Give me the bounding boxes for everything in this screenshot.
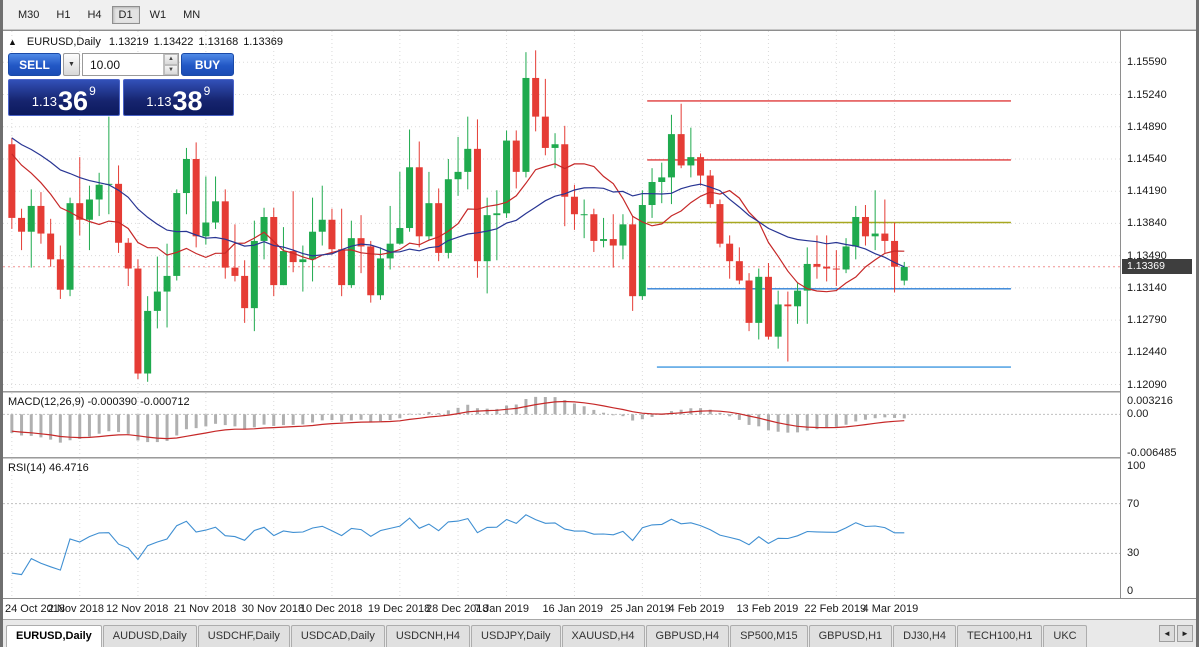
bid-price-prefix: 1.13 (31, 94, 58, 109)
chart-tabs: EURUSD,Daily AUDUSD,Daily USDCHF,Daily USDC… (3, 620, 1125, 647)
macd-tick-label: 0.00 (1127, 408, 1149, 421)
date-tick-label: 19 Dec 2018 (367, 603, 431, 615)
rsi-tick-label: 70 (1127, 497, 1140, 510)
timeframe-button-m30[interactable]: M30 (11, 6, 46, 24)
chart-window[interactable]: ▲ EURUSD,Daily 1.13219 1.13422 1.13168 1.1336… (3, 30, 1196, 619)
bid-price-pip-digit: 9 (89, 84, 96, 98)
current-price-badge: 1.13369 (1122, 259, 1192, 275)
price-tick-label: 1.13840 (1127, 217, 1167, 230)
macd-tick-label: 0.003216 (1127, 395, 1173, 407)
volume-spinner: ▲ ▼ (163, 54, 178, 75)
price-tick-label: 1.15240 (1127, 88, 1167, 101)
timeframe-button-h4[interactable]: H4 (80, 6, 108, 24)
chart-tab-bar: EURUSD,Daily AUDUSD,Daily USDCHF,Daily USDC… (3, 619, 1196, 647)
chart-tab-dj30-h4[interactable]: DJ30,H4 (893, 625, 956, 647)
date-tick-label: 2 Nov 2018 (47, 603, 105, 615)
tab-scroll-right-button[interactable]: ► (1177, 625, 1193, 642)
chart-tab-gbpusd-h4[interactable]: GBPUSD,H4 (645, 625, 730, 647)
sell-price-display[interactable]: 1.13 36 9 (8, 79, 120, 116)
chart-tab-usdchf-daily[interactable]: USDCHF,Daily (197, 625, 290, 647)
chart-tab-ukc[interactable]: UKC (1043, 625, 1087, 647)
date-tick-label: 12 Nov 2018 (105, 603, 169, 615)
buy-button[interactable]: BUY (181, 53, 234, 76)
rsi-tick-label: 0 (1127, 584, 1134, 597)
date-tick-label: 4 Mar 2019 (862, 603, 919, 615)
sell-button[interactable]: SELL (8, 53, 61, 76)
date-tick-label: 30 Nov 2018 (241, 603, 305, 615)
tab-scroll-controls: ◄ ► (1159, 625, 1193, 642)
chevron-down-icon: ▼ (68, 61, 75, 68)
chart-tab-gbpusd-h1[interactable]: GBPUSD,H1 (808, 625, 893, 647)
collapse-trade-panel-icon[interactable]: ▲ (8, 37, 17, 47)
timeframe-button-h1[interactable]: H1 (49, 6, 77, 24)
date-tick-label: 28 Dec 2018 (426, 603, 489, 615)
chart-symbol-label: EURUSD,Daily (26, 36, 101, 48)
chart-tab-xauusd-h4[interactable]: XAUUSD,H4 (561, 625, 645, 647)
rsi-tick-label: 100 (1127, 460, 1146, 473)
date-axis: 24 Oct 2018 2 Nov 2018 12 Nov 2018 21 Nov 2… (3, 598, 1196, 619)
price-axis: 1.13369 1.15590 1.15240 1.14890 1.14540 1.14… (1120, 31, 1196, 598)
chart-tab-usdcad-daily[interactable]: USDCAD,Daily (290, 625, 385, 647)
chart-title-ohlc-label: ▲ EURUSD,Daily 1.13219 1.13422 1.13168 1.1336… (8, 36, 288, 48)
spinner-up-icon[interactable]: ▲ (164, 54, 178, 65)
price-tick-label: 1.14190 (1127, 185, 1167, 198)
price-tick-label: 1.12790 (1127, 314, 1167, 327)
price-tick-label: 1.15590 (1127, 56, 1167, 69)
macd-indicator-label: MACD(12,26,9) -0.000390 -0.000712 (8, 396, 190, 408)
macd-indicator-chart[interactable] (3, 393, 1120, 457)
date-tick-label: 16 Jan 2019 (542, 603, 603, 615)
chart-tab-usdjpy-daily[interactable]: USDJPY,Daily (471, 625, 561, 647)
volume-dropdown-button[interactable]: ▼ (63, 53, 80, 76)
price-tick-label: 1.14890 (1127, 120, 1167, 133)
price-tick-label: 1.14540 (1127, 152, 1167, 165)
volume-field[interactable]: 10.00 ▲ ▼ (82, 53, 179, 76)
ask-price-prefix: 1.13 (146, 94, 172, 109)
ohlc-high-value: 1.13422 (153, 36, 194, 48)
timeframe-button-d1[interactable]: D1 (111, 5, 140, 24)
bid-price-big-digits: 36 (58, 85, 89, 116)
arrow-right-icon: ► (1181, 629, 1189, 638)
price-chart[interactable] (3, 31, 1120, 391)
chart-tab-eurusd-daily[interactable]: EURUSD,Daily (6, 625, 102, 647)
panel-splitter[interactable] (3, 457, 1196, 459)
rsi-indicator-label: RSI(14) 46.4716 (8, 462, 89, 474)
timeframe-button-mn[interactable]: MN (176, 6, 207, 24)
rsi-tick-label: 30 (1127, 547, 1140, 560)
ask-price-pip-digit: 9 (203, 84, 211, 98)
ask-price-big-digits: 38 (172, 85, 203, 116)
date-tick-label: 10 Dec 2018 (299, 603, 363, 615)
date-tick-label: 25 Jan 2019 (610, 603, 671, 615)
tab-scroll-left-button[interactable]: ◄ (1159, 625, 1175, 642)
date-tick-label: 7 Jan 2019 (474, 603, 529, 615)
panel-splitter[interactable] (3, 391, 1196, 393)
rsi-indicator-chart[interactable] (3, 459, 1120, 598)
chart-tab-usdcnh-h4[interactable]: USDCNH,H4 (385, 625, 471, 647)
price-tick-label: 1.13140 (1127, 281, 1167, 294)
timeframe-toolbar: M30 H1 H4 D1 W1 MN (3, 0, 1196, 30)
volume-value: 10.00 (90, 57, 121, 72)
date-tick-label: 22 Feb 2019 (804, 603, 867, 615)
ohlc-close-value: 1.13369 (243, 36, 283, 48)
price-tick-label: 1.12440 (1127, 346, 1167, 359)
spinner-down-icon[interactable]: ▼ (164, 64, 178, 75)
price-tick-label: 1.12090 (1127, 378, 1167, 391)
date-tick-label: 4 Feb 2019 (668, 603, 725, 615)
buy-price-display[interactable]: 1.13 38 9 (122, 79, 234, 116)
macd-tick-label: -0.006485 (1127, 446, 1177, 459)
chart-tab-tech100-h1[interactable]: TECH100,H1 (956, 625, 1043, 647)
ohlc-low-value: 1.13168 (198, 36, 239, 48)
timeframe-button-w1[interactable]: W1 (143, 6, 174, 24)
chart-tab-sp500-m15[interactable]: SP500,M15 (730, 625, 808, 647)
date-tick-label: 21 Nov 2018 (173, 603, 237, 615)
date-tick-label: 13 Feb 2019 (736, 603, 799, 615)
chart-tab-audusd-daily[interactable]: AUDUSD,Daily (102, 625, 197, 647)
ohlc-open-value: 1.13219 (108, 36, 149, 48)
date-tick-label: 24 Oct 2018 (5, 603, 65, 615)
price-tick-label: 1.13490 (1127, 249, 1167, 262)
arrow-left-icon: ◄ (1163, 629, 1171, 638)
one-click-trading-panel: SELL ▼ 10.00 ▲ ▼ BUY 1.13 36 9 1.13 38 9 (8, 53, 234, 116)
